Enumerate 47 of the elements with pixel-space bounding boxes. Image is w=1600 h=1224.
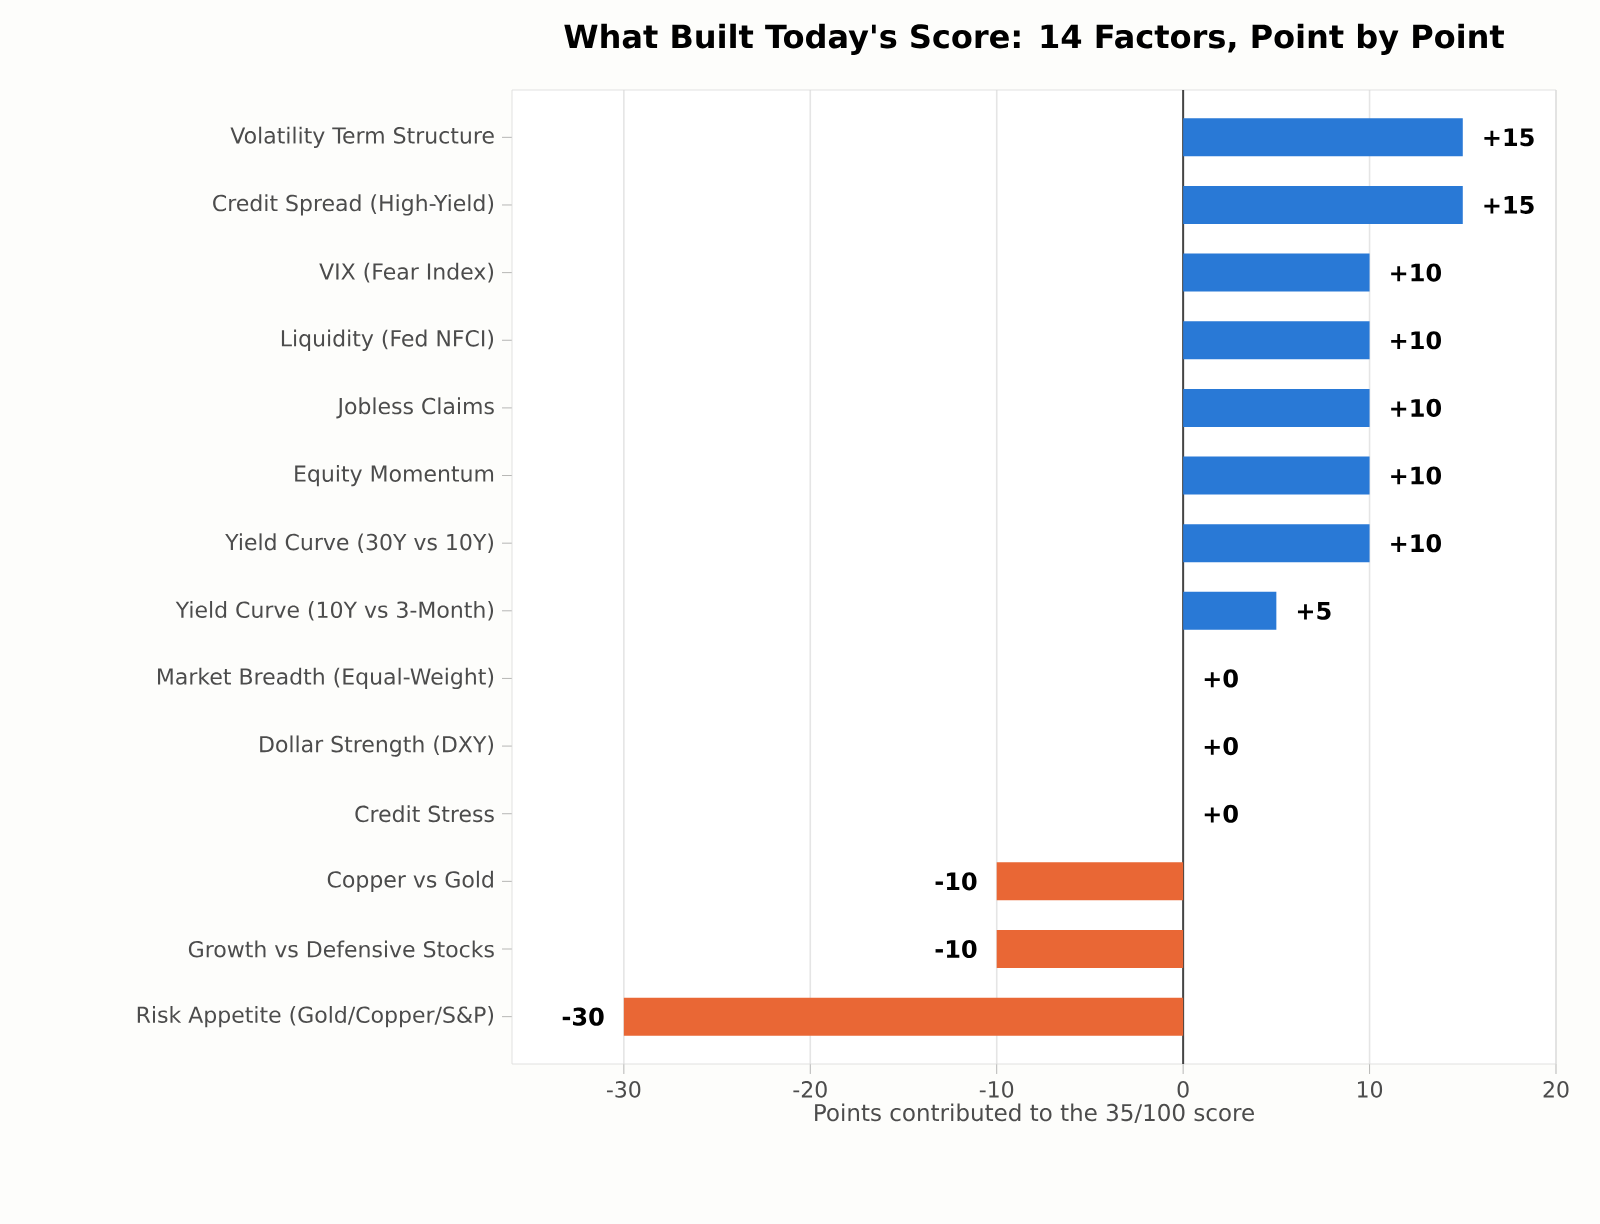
y-tick-label: Equity Momentum [295, 464, 494, 487]
bar [1183, 591, 1277, 630]
y-tick-label: Growth vs Defensive Stocks [188, 940, 494, 958]
data-label: +15 [1484, 196, 1534, 214]
y-tick-label: Volatility Term Structure [230, 126, 494, 148]
y-tick-label: Copper vs Gold [327, 870, 493, 893]
data-label: +0 [1204, 804, 1238, 823]
y-tick-label: Jobless Claims [336, 397, 494, 419]
data-label: +15 [1484, 128, 1534, 147]
x-tick-label: -30 [606, 1081, 641, 1098]
y-tick-label: Liquidity (Fed NFCI) [281, 329, 494, 351]
data-label: +10 [1391, 398, 1442, 417]
y-tick-label: Yield Curve (10Y vs 3-Month) [175, 601, 494, 621]
y-tick-label: Market Breadth (Equal-Weight) [158, 667, 494, 690]
bar [996, 930, 1184, 969]
x-axis-title: Points contributed to the 35/100 score [815, 1103, 1254, 1124]
data-label: +5 [1297, 601, 1331, 620]
y-tick-label: Yield Curve (30Y vs 10Y) [225, 533, 494, 553]
y-tick-label: VIX (Fear Index) [319, 262, 494, 283]
data-label: +10 [1391, 263, 1442, 282]
x-tick-label: 0 [1177, 1081, 1189, 1098]
y-tick-label: Risk Appetite (Gold/Copper/S&P) [137, 1006, 494, 1028]
chart-title: What Built Today's Score: 14 Factors, Point by Point [564, 23, 1504, 55]
data-label: -10 [935, 872, 977, 891]
bar [996, 862, 1184, 901]
data-label: +10 [1391, 534, 1442, 553]
bar [1183, 456, 1370, 495]
bar [1183, 524, 1370, 563]
data-label: +10 [1391, 466, 1442, 485]
bar [1183, 118, 1463, 157]
x-tick-label: 20 [1543, 1081, 1569, 1098]
x-tick-label: 10 [1357, 1081, 1383, 1098]
x-tick-label: -20 [793, 1081, 827, 1098]
bar [1183, 321, 1370, 360]
data-label: +10 [1391, 331, 1442, 350]
bar [1183, 185, 1463, 224]
y-tick-label: Credit Stress [355, 805, 494, 823]
y-tick-label: Credit Spread (High-Yield) [213, 194, 494, 216]
data-label: +0 [1204, 669, 1238, 688]
bar [623, 997, 1184, 1036]
y-tick-label: Dollar Strength (DXY) [260, 735, 494, 757]
bar [1183, 253, 1370, 292]
data-label: -30 [562, 1007, 604, 1026]
bar [1183, 388, 1370, 427]
data-label: -10 [935, 939, 977, 959]
x-tick-label: -10 [979, 1081, 1014, 1098]
data-label: +0 [1204, 737, 1238, 756]
